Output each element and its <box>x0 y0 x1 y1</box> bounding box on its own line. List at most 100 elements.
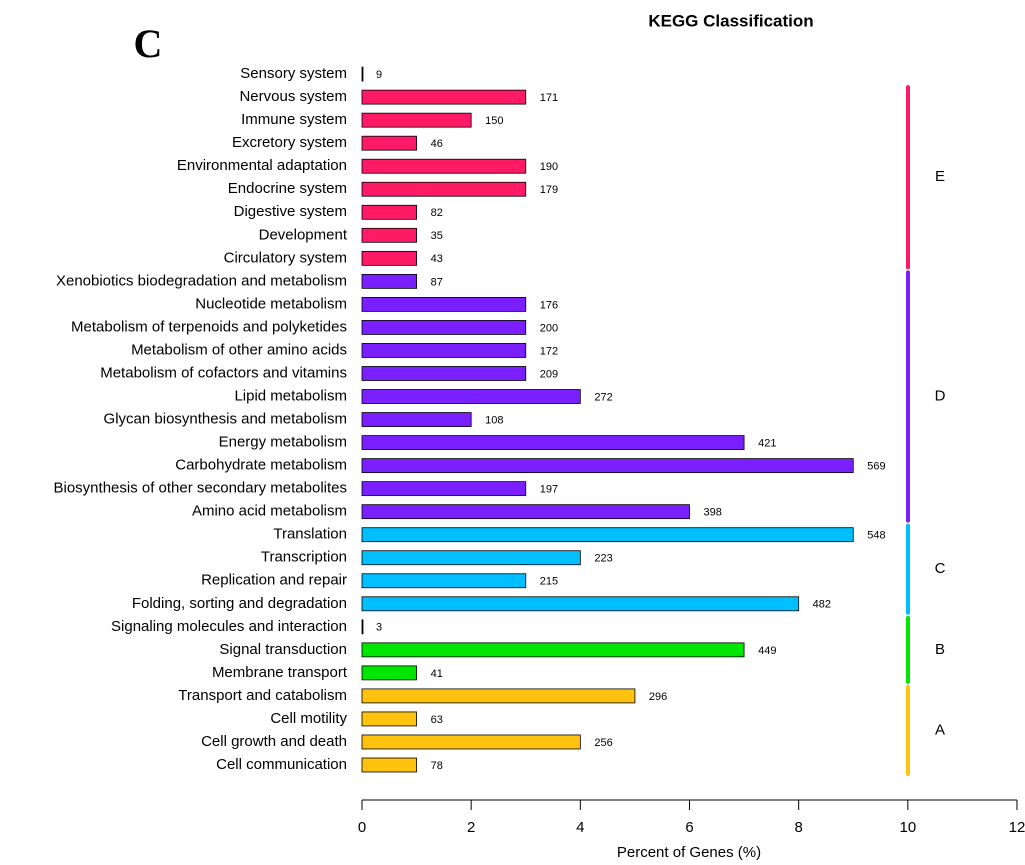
count-label: 41 <box>431 668 443 680</box>
category-label: Biosynthesis of other secondary metaboli… <box>54 480 348 497</box>
category-label: Translation <box>273 526 347 543</box>
count-label: 3 <box>376 622 382 634</box>
category-label: Metabolism of other amino acids <box>131 341 347 358</box>
category-label: Nervous system <box>239 88 347 105</box>
category-label: Signal transduction <box>219 641 347 658</box>
category-label: Metabolism of terpenoids and polyketides <box>71 318 347 335</box>
count-label: 46 <box>431 138 443 150</box>
category-label: Sensory system <box>240 65 347 82</box>
category-label: Transcription <box>261 549 347 566</box>
count-label: 256 <box>594 737 612 749</box>
count-label: 223 <box>594 553 612 565</box>
bar <box>361 389 581 404</box>
bar <box>361 734 581 750</box>
bar <box>361 481 527 497</box>
x-tick-label: 12 <box>1009 819 1025 836</box>
count-label: 43 <box>431 253 443 265</box>
category-label: Energy metabolism <box>219 434 347 451</box>
bar <box>361 757 417 773</box>
count-label: 215 <box>540 576 558 588</box>
group-label: D <box>935 387 946 404</box>
category-label: Glycan biosynthesis and metabolism <box>104 411 347 428</box>
bar <box>361 343 527 358</box>
chart-title: KEGG Classification <box>648 11 813 30</box>
bar <box>361 642 745 658</box>
count-label: 190 <box>540 161 558 173</box>
x-tick-label: 10 <box>899 819 916 836</box>
bar <box>361 227 417 243</box>
category-label: Environmental adaptation <box>177 157 347 174</box>
count-label: 87 <box>431 276 443 288</box>
category-label: Development <box>259 226 348 243</box>
group-label: E <box>935 168 945 185</box>
bar <box>361 66 364 82</box>
count-label: 82 <box>431 207 443 219</box>
category-label: Circulatory system <box>224 249 347 266</box>
group-label: C <box>935 560 946 577</box>
category-label: Metabolism of cofactors and vitamins <box>100 364 347 381</box>
count-label: 421 <box>758 437 776 449</box>
bar <box>361 688 636 704</box>
x-tick-label: 2 <box>467 819 475 836</box>
count-label: 398 <box>704 507 722 519</box>
x-tick-label: 0 <box>358 819 366 836</box>
bar <box>361 135 417 151</box>
count-label: 172 <box>540 345 558 357</box>
panel-label: C <box>134 21 163 66</box>
bar <box>361 320 527 335</box>
bar <box>361 112 472 128</box>
bar <box>361 435 745 450</box>
bar <box>361 366 527 381</box>
bar <box>361 550 581 566</box>
bar <box>361 619 364 635</box>
count-label: 569 <box>867 461 885 473</box>
bar <box>361 158 527 174</box>
category-label: Endocrine system <box>228 180 347 197</box>
count-label: 78 <box>431 760 443 772</box>
bar <box>361 273 417 289</box>
count-label: 200 <box>540 322 558 334</box>
category-label: Immune system <box>241 111 347 128</box>
category-label: Excretory system <box>232 134 347 151</box>
group-label: A <box>935 721 945 738</box>
x-tick-label: 8 <box>794 819 802 836</box>
count-label: 179 <box>540 184 558 196</box>
count-label: 176 <box>540 299 558 311</box>
count-label: 272 <box>594 391 612 403</box>
bar <box>361 181 527 197</box>
count-label: 9 <box>376 69 382 81</box>
count-label: 197 <box>540 484 558 496</box>
category-label: Membrane transport <box>212 664 348 681</box>
bar <box>361 596 800 612</box>
bar <box>361 89 527 105</box>
x-axis-label: Percent of Genes (%) <box>617 844 761 861</box>
bar <box>361 573 527 589</box>
bar <box>361 527 854 543</box>
count-label: 296 <box>649 691 667 703</box>
bar <box>361 204 417 220</box>
bar <box>361 665 417 681</box>
category-label: Cell motility <box>270 710 347 727</box>
count-label: 63 <box>431 714 443 726</box>
category-label: Lipid metabolism <box>234 387 347 404</box>
count-label: 209 <box>540 368 558 380</box>
category-label: Replication and repair <box>201 572 347 589</box>
category-label: Cell communication <box>216 756 347 773</box>
count-label: 482 <box>813 599 831 611</box>
count-label: 35 <box>431 230 443 242</box>
category-label: Transport and catabolism <box>178 687 347 704</box>
category-label: Carbohydrate metabolism <box>175 457 347 474</box>
bar <box>361 296 527 312</box>
bar <box>361 504 690 520</box>
group-label: B <box>935 641 945 658</box>
category-label: Digestive system <box>234 203 347 220</box>
count-label: 548 <box>867 530 885 542</box>
category-label: Signaling molecules and interaction <box>111 618 347 635</box>
count-label: 171 <box>540 92 558 104</box>
bar <box>361 458 854 474</box>
category-label: Folding, sorting and degradation <box>132 595 347 612</box>
bar <box>361 412 472 427</box>
x-tick-label: 4 <box>576 819 584 836</box>
bar <box>361 250 417 266</box>
